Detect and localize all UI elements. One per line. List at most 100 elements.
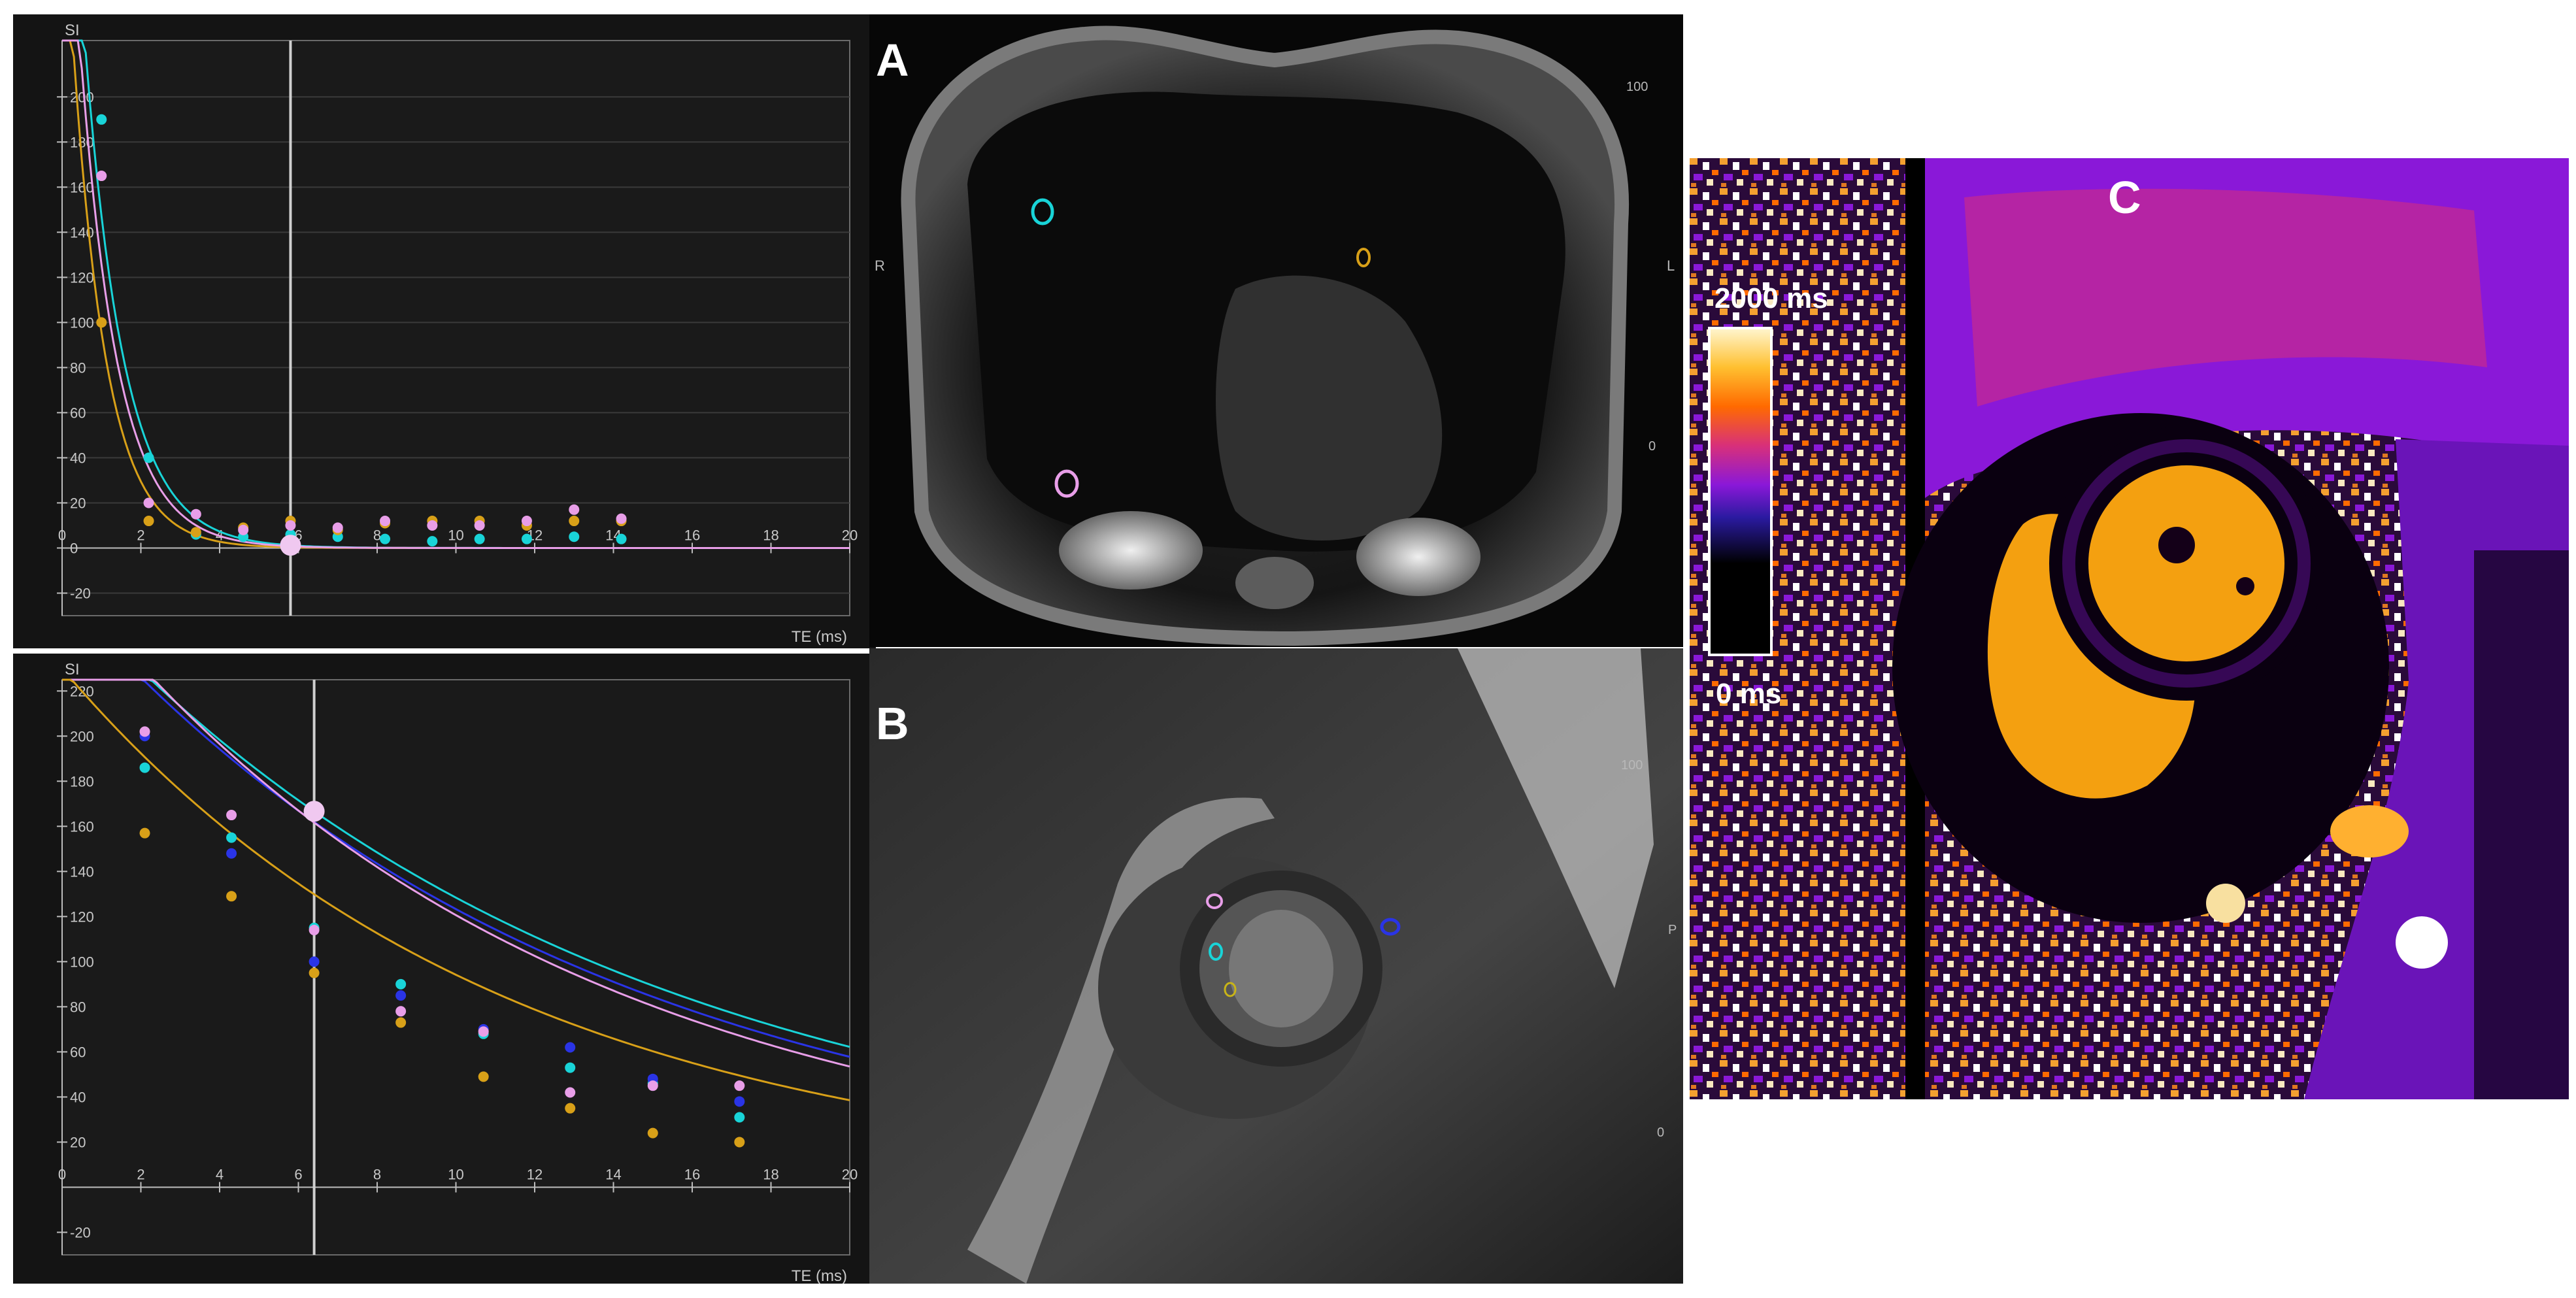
x-tick-label: 14 — [605, 1166, 621, 1182]
y-tick-label: 160 — [70, 818, 94, 835]
data-point — [190, 527, 201, 538]
x-tick-label: 20 — [842, 527, 858, 543]
data-point — [226, 891, 237, 902]
data-point — [734, 1112, 745, 1123]
data-point — [226, 832, 237, 843]
scale-mark-b-mid: P — [1668, 923, 1677, 937]
x-tick-label: 18 — [763, 1166, 778, 1182]
data-point — [143, 497, 154, 508]
data-point — [395, 990, 407, 1001]
x-tick-label: 20 — [842, 1166, 858, 1182]
y-tick-label: 80 — [70, 359, 86, 376]
panel-label-c: C — [2108, 172, 2141, 223]
colorbar-max-label: 2000 ms — [1715, 282, 1828, 314]
y-tick-label: 100 — [70, 314, 94, 331]
data-point — [139, 726, 150, 737]
y-axis-label: SI — [65, 661, 80, 678]
data-point — [96, 114, 107, 125]
mri-axial-image-a: A R L 100 0 — [869, 14, 1683, 647]
scale-mark-b-bottom: 0 — [1657, 1125, 1665, 1140]
data-point — [569, 516, 580, 527]
data-point — [474, 520, 485, 531]
x-tick-label: 16 — [684, 1166, 700, 1182]
data-point — [96, 171, 107, 182]
data-point — [616, 533, 627, 544]
x-tick-label: 10 — [448, 1166, 463, 1182]
data-point — [226, 810, 237, 821]
data-point — [734, 1080, 745, 1091]
x-tick-label: 12 — [527, 1166, 543, 1182]
y-axis-label: SI — [65, 22, 80, 39]
y-tick-label: 140 — [70, 863, 94, 880]
panel-label-a: A — [876, 35, 909, 86]
y-tick-label: 60 — [70, 405, 86, 421]
data-point — [380, 533, 391, 544]
fit-curve — [62, 39, 850, 549]
data-point — [395, 1017, 407, 1028]
y-tick-label: 20 — [70, 495, 86, 511]
roi-blue-b — [1380, 918, 1401, 936]
panel-label-b: B — [876, 698, 909, 749]
x-tick-label: 10 — [448, 527, 463, 543]
roi-yellow-b — [1224, 982, 1237, 997]
data-point — [569, 504, 580, 515]
y-tick-label: 20 — [70, 1134, 86, 1150]
scale-mark-top: 100 — [1626, 80, 1648, 94]
data-point — [309, 967, 320, 978]
x-tick-label: 4 — [216, 1166, 224, 1182]
top-chart-svg: 0 2 4 6 8 10 12 14 16 18 20-2002040608010012014016… — [57, 22, 858, 646]
y-tick-label: -20 — [70, 1224, 91, 1240]
data-point — [395, 1006, 407, 1017]
data-point — [565, 1042, 576, 1053]
data-point — [521, 533, 532, 544]
data-point — [478, 1026, 489, 1037]
data-point — [285, 520, 296, 531]
data-point — [380, 516, 391, 527]
x-tick-label: 0 — [58, 1166, 66, 1182]
y-tick-label: 40 — [70, 1089, 86, 1105]
x-tick-label: 6 — [294, 1166, 302, 1182]
data-point — [647, 1127, 658, 1139]
mri-short-axis-image-b: B 100 P 0 — [869, 648, 1683, 1284]
y-tick-label: 0 — [70, 540, 78, 556]
bottom-t2-decay-chart: 0 2 4 6 8 10 12 14 16 18 20 -20 20 40 60 80 100 120 140 160… — [13, 654, 876, 1284]
data-point — [309, 956, 320, 967]
x-axis-label: TE (ms) — [792, 628, 847, 646]
data-point — [647, 1080, 658, 1091]
color-map-graphic — [1690, 158, 2569, 1099]
cursor-marker — [303, 801, 325, 822]
bottom-chart-svg: 0 2 4 6 8 10 12 14 16 18 20 -20 20 40 60 80 100 120 140 160… — [57, 661, 858, 1284]
y-tick-label: 100 — [70, 954, 94, 970]
x-tick-label: 16 — [684, 527, 700, 543]
data-point — [478, 1071, 489, 1082]
x-tick-label: 2 — [137, 527, 144, 543]
x-tick-label: 0 — [58, 527, 66, 543]
roi-orange-a — [1356, 248, 1371, 267]
data-point — [734, 1137, 745, 1148]
data-point — [332, 522, 343, 533]
roi-cyan-a — [1031, 198, 1054, 225]
short-axis-heart-graphic — [869, 648, 1683, 1284]
fit-curve — [62, 678, 850, 1048]
t2-color-map-c: C 2000 ms 0 ms — [1690, 158, 2569, 1099]
x-tick-label: 18 — [763, 527, 778, 543]
x-tick-label: 2 — [137, 1166, 144, 1182]
colorbar-min-label: 0 ms — [1716, 678, 1782, 710]
x-tick-label: 8 — [373, 1166, 381, 1182]
data-point — [569, 531, 580, 542]
data-point — [143, 516, 154, 527]
data-point — [139, 762, 150, 773]
scale-mark-b-top: 100 — [1621, 758, 1643, 773]
data-point — [565, 1087, 576, 1098]
data-point — [734, 1096, 745, 1107]
data-point — [565, 1103, 576, 1114]
data-point — [139, 827, 150, 839]
data-point — [96, 317, 107, 328]
data-point — [395, 978, 407, 990]
top-t2star-decay-chart: 0 2 4 6 8 10 12 14 16 18 20 -20 0 20 40 60 80 100 120 140 16… — [13, 14, 876, 648]
y-tick-label: 120 — [70, 269, 94, 286]
roi-pink-a — [1054, 469, 1079, 498]
fit-curve — [62, 678, 850, 1058]
y-tick-label: 180 — [70, 773, 94, 790]
data-point — [143, 452, 154, 463]
